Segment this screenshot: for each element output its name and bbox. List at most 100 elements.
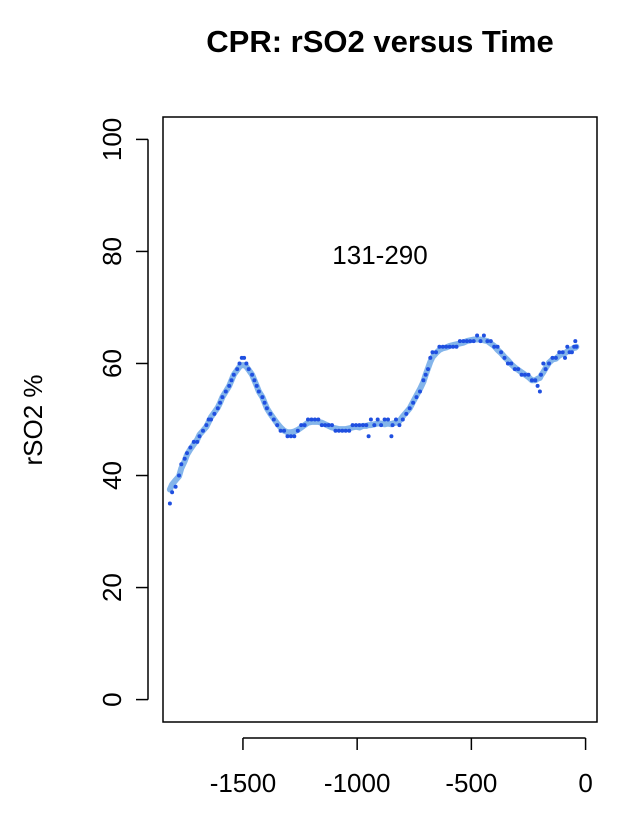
- data-point: [364, 423, 369, 428]
- data-point: [237, 361, 242, 366]
- data-point: [451, 344, 456, 349]
- data-point: [509, 361, 514, 366]
- data-point: [215, 406, 220, 411]
- data-point: [423, 372, 428, 377]
- y-tick-label: 100: [97, 118, 127, 161]
- data-point: [569, 350, 574, 355]
- data-point: [379, 423, 384, 428]
- data-point: [357, 423, 362, 428]
- data-point: [330, 423, 334, 428]
- x-tick-label: -500: [445, 768, 497, 798]
- data-point: [177, 473, 181, 478]
- data-point: [212, 411, 217, 416]
- data-point: [461, 339, 466, 344]
- data-point: [185, 451, 189, 456]
- data-point: [537, 389, 542, 394]
- data-point: [354, 423, 358, 428]
- data-point: [533, 378, 538, 383]
- data-point: [407, 406, 412, 411]
- data-point: [541, 361, 546, 366]
- y-tick-label: 0: [97, 692, 127, 706]
- data-point: [231, 372, 236, 377]
- data-point: [288, 434, 293, 439]
- data-point: [275, 423, 280, 428]
- x-tick-label: -1000: [324, 768, 391, 798]
- data-point: [260, 395, 265, 400]
- data-point: [336, 428, 341, 433]
- data-point: [252, 378, 257, 383]
- data-point: [375, 417, 380, 422]
- data-point: [526, 372, 531, 377]
- data-point: [468, 339, 473, 344]
- data-point: [499, 350, 504, 355]
- data-point: [246, 367, 251, 372]
- data-point: [390, 423, 395, 428]
- data-point: [285, 434, 290, 439]
- data-point: [454, 344, 459, 349]
- x-axis: -1500 -1000 -500 0: [210, 737, 593, 798]
- data-point: [268, 411, 273, 416]
- data-point: [306, 417, 310, 422]
- data-point: [550, 355, 555, 360]
- data-point: [563, 355, 567, 360]
- data-point: [372, 423, 377, 428]
- data-point: [201, 428, 205, 433]
- data-point: [223, 389, 228, 394]
- x-tick-label: 0: [578, 768, 592, 798]
- chart-title: CPR: rSO2 versus Time: [206, 24, 553, 59]
- data-point: [309, 417, 314, 422]
- data-point: [350, 423, 355, 428]
- data-point: [502, 355, 507, 360]
- data-point: [523, 372, 527, 377]
- data-point: [411, 400, 416, 405]
- data-point: [389, 434, 394, 439]
- data-point: [394, 417, 398, 422]
- data-point: [262, 400, 267, 405]
- data-point: [302, 423, 307, 428]
- data-point: [539, 372, 543, 377]
- data-point: [347, 428, 352, 433]
- data-point: [475, 333, 480, 338]
- data-point: [242, 355, 247, 360]
- data-point: [471, 339, 476, 344]
- data-point: [182, 456, 187, 461]
- data-point: [529, 378, 534, 383]
- data-point: [360, 423, 365, 428]
- data-point: [343, 428, 348, 433]
- data-point: [444, 344, 449, 349]
- data-point: [282, 428, 287, 433]
- data-point: [434, 350, 438, 355]
- data-point: [478, 339, 483, 344]
- data-point: [316, 417, 321, 422]
- data-point: [553, 355, 558, 360]
- data-point: [512, 367, 517, 372]
- data-point: [368, 417, 373, 422]
- data-point: [254, 383, 259, 388]
- data-point: [235, 367, 240, 372]
- plot-annotation: 131-290: [332, 240, 427, 270]
- data-point: [366, 434, 371, 439]
- data-point: [404, 411, 409, 416]
- data-point: [430, 350, 435, 355]
- data-point: [295, 428, 300, 433]
- data-point: [188, 445, 193, 450]
- data-point: [333, 428, 338, 433]
- data-point: [426, 367, 430, 372]
- data-point: [173, 484, 178, 489]
- data-point: [197, 434, 202, 439]
- data-point: [250, 372, 255, 377]
- data-point: [440, 344, 445, 349]
- data-point: [421, 378, 426, 383]
- data-point: [244, 361, 249, 366]
- data-point: [505, 361, 510, 366]
- data-point: [386, 417, 390, 422]
- data-point: [227, 383, 232, 388]
- data-point: [167, 501, 172, 506]
- data-point: [191, 439, 196, 444]
- smooth-line: [166, 336, 580, 493]
- data-point: [400, 417, 405, 422]
- data-point: [340, 428, 345, 433]
- data-point: [278, 428, 283, 433]
